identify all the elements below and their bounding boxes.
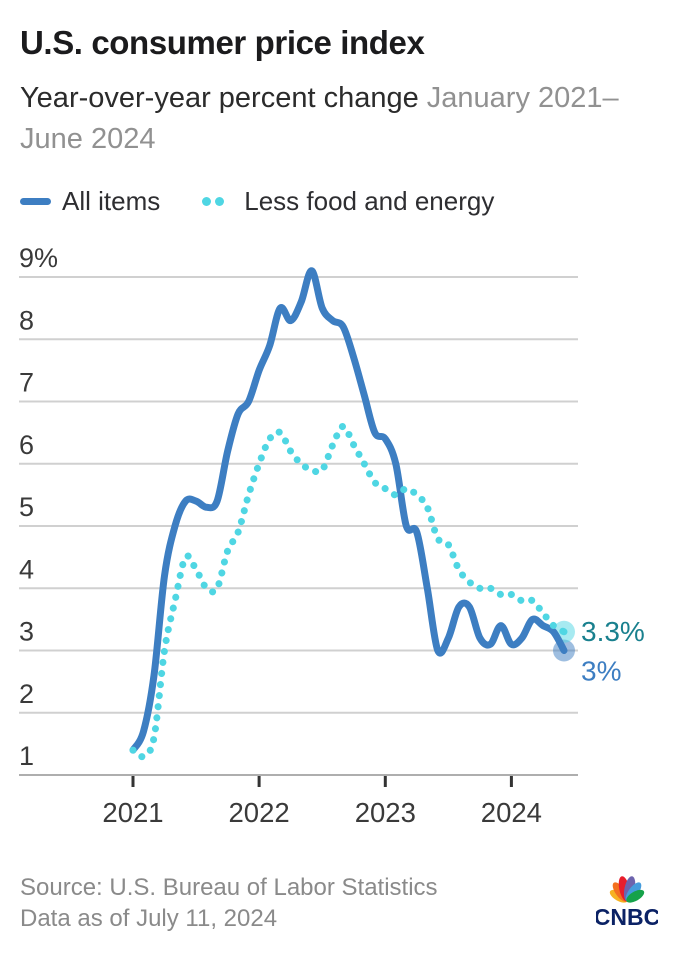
- x-axis-label: 2021: [102, 797, 163, 828]
- legend-label-all-items: All items: [62, 186, 161, 216]
- y-axis-label: 5: [19, 492, 34, 522]
- chart-header: U.S. consumer price index Year-over-year…: [20, 24, 660, 160]
- legend-item-all-items: All items: [20, 186, 160, 217]
- core-line-end-dot: [560, 628, 568, 636]
- chart-footer: Source: U.S. Bureau of Labor Statistics …: [20, 872, 438, 934]
- subtitle-period-line2: June 2024: [20, 123, 156, 155]
- chart-subtitle: Year-over-year percent change January 20…: [20, 78, 660, 160]
- all-items-line: [129, 267, 568, 754]
- y-axis-label: 7: [19, 368, 34, 398]
- y-axis-label: 9%: [19, 243, 58, 273]
- core-dot-icon: [215, 197, 225, 206]
- y-axis-label: 2: [19, 679, 34, 709]
- x-axis-label: 2022: [229, 797, 290, 828]
- cnbc-logo: CNBC: [594, 868, 660, 930]
- cnbc-wordmark: CNBC: [596, 904, 658, 928]
- subtitle-period-line1: January 2021–: [426, 82, 619, 114]
- y-axis-label: 6: [19, 430, 34, 460]
- y-axis-label: 3: [19, 617, 34, 647]
- peacock-icon: CNBC: [594, 876, 660, 930]
- source-text: Source: U.S. Bureau of Labor Statistics: [20, 874, 438, 901]
- legend-label-core: Less food and energy: [244, 186, 495, 216]
- y-axis-label: 8: [19, 305, 34, 335]
- core-dots-swatch: [202, 197, 225, 206]
- all-items-line-swatch: [20, 198, 51, 205]
- y-axis-label: 4: [19, 554, 34, 584]
- legend-item-core: Less food and energy: [202, 186, 494, 217]
- y-axis-label: 1: [19, 741, 34, 771]
- core-dot-icon: [202, 197, 212, 206]
- x-axis-label: 2024: [481, 797, 542, 828]
- data-as-of-text: Data as of July 11, 2024: [20, 905, 278, 932]
- chart-legend: All items Less food and energy: [20, 186, 494, 217]
- x-axis-label: 2023: [355, 797, 416, 828]
- subtitle-measure: Year-over-year percent change: [20, 82, 419, 114]
- core-line: [129, 422, 568, 761]
- all-items-end-value: 3%: [581, 656, 621, 687]
- core-end-value: 3.3%: [581, 616, 645, 647]
- page-title: U.S. consumer price index: [20, 24, 425, 61]
